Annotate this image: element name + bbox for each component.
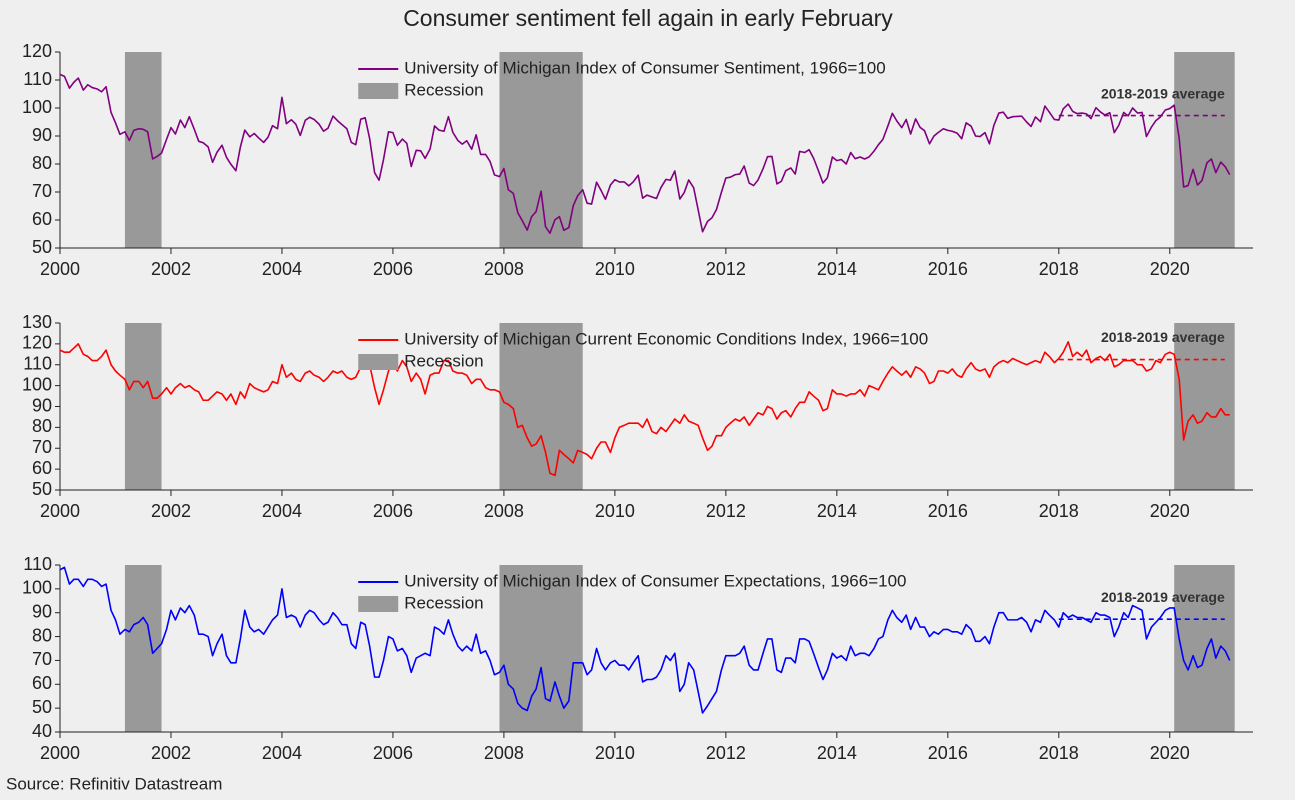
data-line <box>59 73 1231 234</box>
x-tick-label: 2002 <box>151 501 191 521</box>
y-tick-label: 110 <box>23 354 52 374</box>
legend-swatch <box>358 83 399 99</box>
recession-band <box>124 52 162 248</box>
x-tick-label: 2002 <box>151 743 191 763</box>
x-tick-label: 2006 <box>373 259 413 279</box>
legend-swatch <box>358 354 399 370</box>
y-tick-label: 50 <box>32 479 52 499</box>
y-tick-label: 90 <box>32 395 52 415</box>
recession-band <box>1174 565 1235 732</box>
x-tick-label: 2018 <box>1039 501 1079 521</box>
chart-title: Consumer sentiment fell again in early F… <box>403 5 893 31</box>
x-tick-label: 2012 <box>706 743 746 763</box>
y-tick-label: 40 <box>32 721 52 741</box>
y-tick-label: 60 <box>32 673 52 693</box>
x-tick-label: 2016 <box>928 501 968 521</box>
x-tick-label: 2020 <box>1150 259 1190 279</box>
x-tick-label: 2018 <box>1039 259 1079 279</box>
legend-label: University of Michigan Index of Consumer… <box>404 58 885 77</box>
x-tick-label: 2020 <box>1150 743 1190 763</box>
y-tick-label: 60 <box>32 458 52 478</box>
x-tick-label: 2012 <box>706 259 746 279</box>
y-tick-label: 80 <box>32 625 52 645</box>
x-tick-label: 2008 <box>484 501 524 521</box>
y-tick-label: 110 <box>23 554 52 574</box>
recession-band <box>499 52 583 248</box>
x-tick-label: 2016 <box>928 743 968 763</box>
x-tick-label: 2014 <box>817 743 857 763</box>
y-tick-label: 70 <box>32 649 52 669</box>
x-tick-label: 2000 <box>40 501 80 521</box>
recession-band <box>1174 323 1235 490</box>
legend-label: Recession <box>404 80 483 99</box>
recession-band <box>124 323 162 490</box>
legend-label: University of Michigan Current Economic … <box>404 329 928 348</box>
legend-swatch <box>358 596 399 612</box>
x-tick-label: 2010 <box>595 259 635 279</box>
y-tick-label: 80 <box>32 416 52 436</box>
x-tick-label: 2010 <box>595 743 635 763</box>
x-tick-label: 2004 <box>262 501 302 521</box>
x-tick-label: 2020 <box>1150 501 1190 521</box>
y-tick-label: 120 <box>22 41 52 61</box>
y-tick-label: 100 <box>22 97 52 117</box>
x-tick-label: 2018 <box>1039 743 1079 763</box>
data-line <box>59 566 1231 714</box>
x-tick-label: 2000 <box>40 259 80 279</box>
y-tick-label: 70 <box>32 181 52 201</box>
y-tick-label: 100 <box>22 578 52 598</box>
data-line <box>59 340 1230 477</box>
average-label: 2018-2019 average <box>1101 589 1225 605</box>
x-tick-label: 2000 <box>40 743 80 763</box>
y-tick-label: 50 <box>32 697 52 717</box>
legend-label: University of Michigan Index of Consumer… <box>404 571 906 590</box>
source-note: Source: Refinitiv Datastream <box>6 774 222 793</box>
y-tick-label: 120 <box>22 333 52 353</box>
recession-band <box>499 323 583 490</box>
y-tick-label: 90 <box>32 125 52 145</box>
x-tick-label: 2008 <box>484 743 524 763</box>
average-label: 2018-2019 average <box>1101 329 1225 345</box>
x-tick-label: 2016 <box>928 259 968 279</box>
y-tick-label: 110 <box>23 69 52 89</box>
y-tick-label: 70 <box>32 437 52 457</box>
x-tick-label: 2014 <box>817 501 857 521</box>
x-tick-label: 2004 <box>262 743 302 763</box>
x-tick-label: 2010 <box>595 501 635 521</box>
y-tick-label: 60 <box>32 209 52 229</box>
average-label: 2018-2019 average <box>1101 85 1225 101</box>
x-tick-label: 2006 <box>373 501 413 521</box>
y-tick-label: 50 <box>32 237 52 257</box>
recession-band <box>1174 52 1235 248</box>
legend-label: Recession <box>404 351 483 370</box>
legend-label: Recession <box>404 593 483 612</box>
x-tick-label: 2008 <box>484 259 524 279</box>
x-tick-label: 2012 <box>706 501 746 521</box>
y-tick-label: 100 <box>22 374 52 394</box>
x-tick-label: 2002 <box>151 259 191 279</box>
x-tick-label: 2004 <box>262 259 302 279</box>
recession-band <box>499 565 583 732</box>
recession-band <box>124 565 162 732</box>
x-tick-label: 2006 <box>373 743 413 763</box>
y-tick-label: 90 <box>32 601 52 621</box>
y-tick-label: 80 <box>32 153 52 173</box>
y-tick-label: 130 <box>22 312 52 332</box>
x-tick-label: 2014 <box>817 259 857 279</box>
